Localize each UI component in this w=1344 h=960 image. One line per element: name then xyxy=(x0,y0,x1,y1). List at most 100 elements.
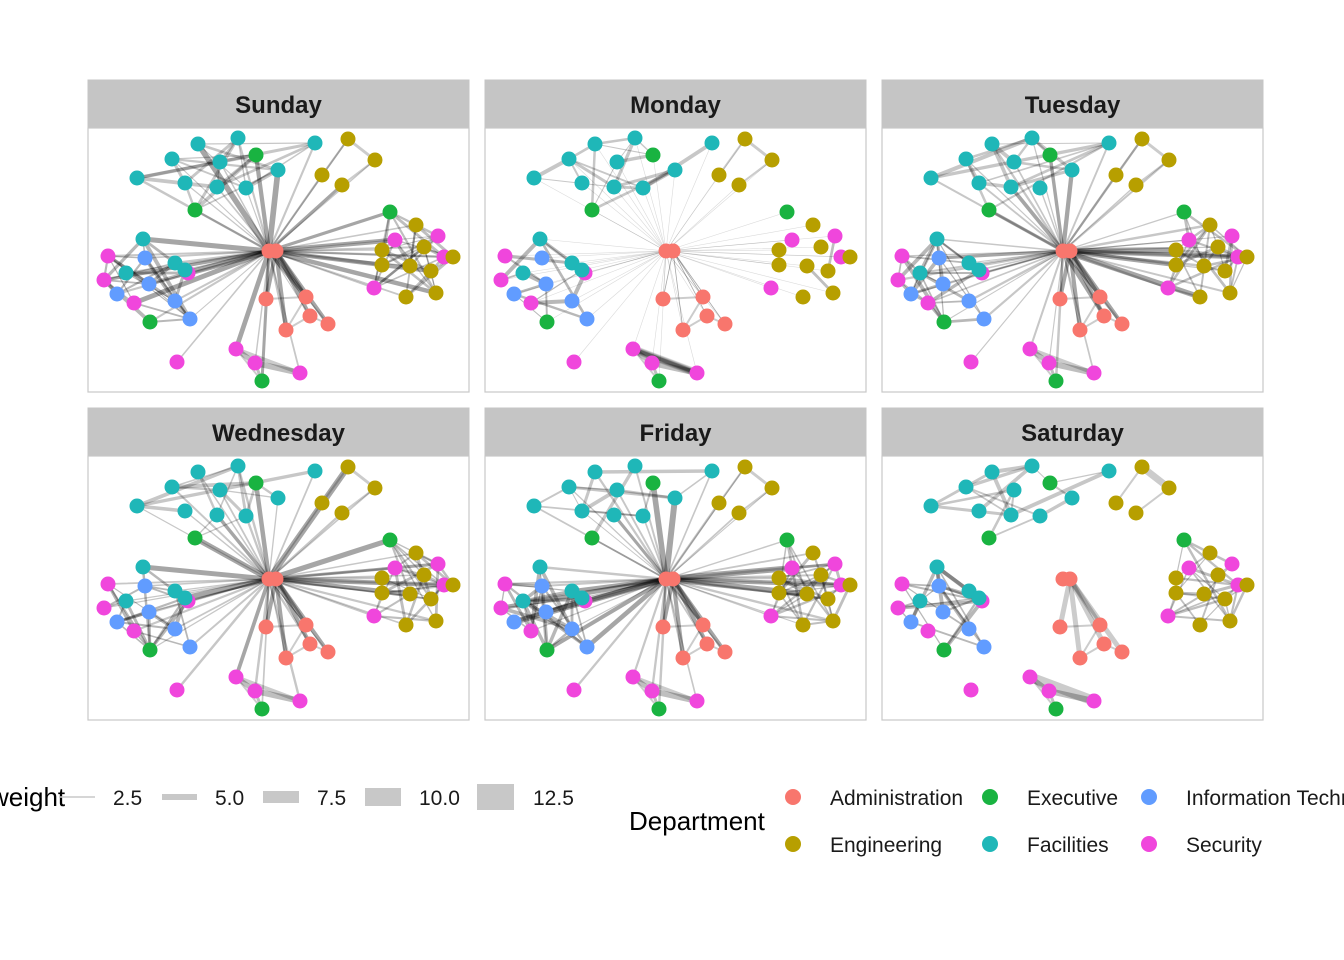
node xyxy=(609,154,625,170)
node xyxy=(118,265,134,281)
node xyxy=(1108,167,1124,183)
edge xyxy=(1062,235,1233,252)
edge xyxy=(103,262,176,281)
node xyxy=(100,248,116,264)
node xyxy=(247,355,263,371)
edge xyxy=(573,250,667,363)
edge xyxy=(942,250,1064,285)
edge xyxy=(530,250,667,304)
node xyxy=(126,295,142,311)
node xyxy=(374,242,390,258)
edge xyxy=(268,250,445,258)
node xyxy=(820,591,836,607)
edge xyxy=(664,501,721,581)
edge xyxy=(236,464,248,518)
edge xyxy=(1060,248,1241,260)
node xyxy=(984,464,1000,480)
node xyxy=(936,642,952,658)
node xyxy=(1161,480,1177,496)
node xyxy=(129,498,145,514)
node xyxy=(1062,571,1078,587)
edge xyxy=(665,512,740,580)
edge xyxy=(171,465,239,488)
edge xyxy=(1062,159,1170,252)
edge xyxy=(1068,249,1106,318)
edge xyxy=(665,250,726,325)
edge xyxy=(964,464,1034,489)
node xyxy=(1072,322,1088,338)
edge xyxy=(268,246,425,252)
edge xyxy=(1061,249,1232,295)
edge xyxy=(380,562,440,595)
edge xyxy=(590,168,677,212)
edge xyxy=(594,143,667,252)
node xyxy=(493,600,509,616)
edge xyxy=(1062,239,1190,252)
edge xyxy=(1067,576,1125,655)
edge xyxy=(267,173,324,253)
node xyxy=(574,503,590,519)
node xyxy=(1210,567,1226,583)
dept-key-engineering xyxy=(785,836,801,852)
node xyxy=(779,532,795,548)
node xyxy=(177,175,193,191)
edge xyxy=(186,577,271,603)
weight-legend-title: weight xyxy=(0,782,66,812)
edge xyxy=(219,489,279,499)
edge xyxy=(571,590,588,648)
edge xyxy=(171,154,257,160)
edge xyxy=(665,169,676,252)
edge xyxy=(540,584,589,649)
edge xyxy=(1009,141,1111,189)
node xyxy=(764,480,780,496)
edge xyxy=(264,249,278,301)
edge xyxy=(943,250,1064,323)
edge xyxy=(1174,576,1240,587)
node xyxy=(699,308,715,324)
department-legend-title: Department xyxy=(629,806,766,836)
node xyxy=(699,636,715,652)
edge xyxy=(665,470,713,580)
node xyxy=(1052,619,1068,635)
edge xyxy=(189,250,270,320)
node xyxy=(292,693,308,709)
dept-label-engineering: Engineering xyxy=(830,834,942,857)
node xyxy=(820,263,836,279)
nodes-monday xyxy=(493,130,858,389)
edge xyxy=(664,577,705,627)
node xyxy=(737,131,753,147)
edge xyxy=(665,249,780,252)
edge xyxy=(665,250,698,374)
panel-title-monday: Monday xyxy=(630,92,721,119)
node xyxy=(1086,693,1102,709)
node xyxy=(177,590,193,606)
edge xyxy=(106,249,271,258)
edge xyxy=(1031,137,1064,252)
edge xyxy=(148,250,270,285)
node xyxy=(579,639,595,655)
node xyxy=(493,272,509,288)
node xyxy=(842,249,858,265)
edge xyxy=(264,577,278,629)
node xyxy=(428,613,444,629)
edge xyxy=(1061,249,1170,290)
dept-label-facilities: Facilities xyxy=(1027,834,1109,857)
edge xyxy=(665,250,780,266)
node xyxy=(416,567,432,583)
edge xyxy=(665,578,780,594)
department-legend: Department Administration Executive Info… xyxy=(629,787,1344,857)
edge xyxy=(194,169,279,211)
edge xyxy=(991,142,1110,145)
edge xyxy=(665,184,740,252)
edge xyxy=(499,606,574,631)
edge xyxy=(671,577,685,660)
edge xyxy=(381,246,425,266)
edge xyxy=(499,237,542,282)
node xyxy=(566,682,582,698)
edge xyxy=(591,161,618,211)
edge xyxy=(665,235,836,252)
node xyxy=(538,276,554,292)
edge xyxy=(216,465,239,516)
edge xyxy=(965,486,1012,516)
edge xyxy=(267,562,440,581)
